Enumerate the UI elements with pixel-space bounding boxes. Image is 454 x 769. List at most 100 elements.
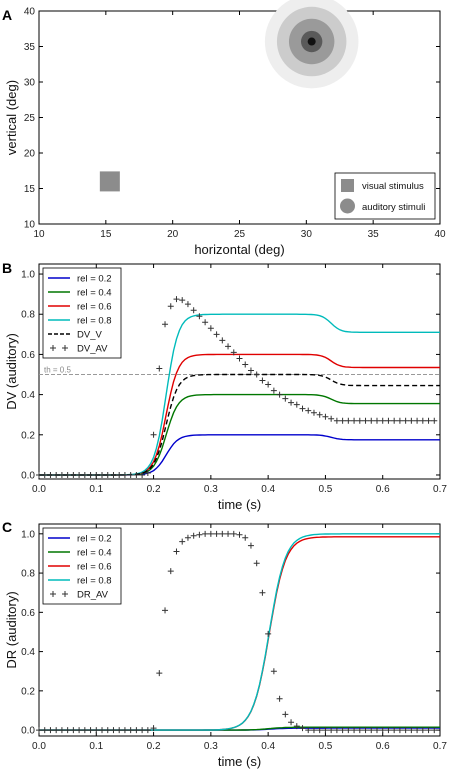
marker-point (190, 307, 197, 314)
marker-point (76, 471, 83, 478)
marker-point (87, 727, 94, 734)
marker-point (76, 727, 83, 734)
panel-b-x-tick-label: 0.3 (204, 484, 218, 495)
marker-point (47, 727, 54, 734)
marker-point (207, 325, 214, 332)
marker-point (265, 630, 272, 637)
marker-point (190, 532, 197, 539)
marker-point (431, 417, 438, 424)
marker-point (150, 725, 157, 732)
legend-marker-icon (50, 591, 56, 597)
marker-point (202, 530, 209, 537)
marker-point (36, 471, 42, 478)
marker-point (356, 727, 363, 734)
marker-point (225, 343, 232, 350)
marker-point (179, 538, 186, 545)
marker-point (282, 395, 289, 402)
legend-marker-icon (62, 345, 68, 351)
marker-point (121, 471, 128, 478)
marker-point (345, 727, 352, 734)
panel-a-y-axis-label: vertical (deg) (4, 80, 19, 155)
panel-b-x-axis-label: time (s) (218, 497, 261, 512)
legend-visual-square-icon (341, 179, 354, 192)
panel-c-x-axis-label: time (s) (218, 754, 261, 769)
panel-a: 10 15 20 25 30 35 40 10 15 20 25 30 35 40 horizontal (… (2, 0, 446, 257)
marker-point (310, 727, 317, 734)
panel-c-panel-letter: C (2, 519, 12, 535)
marker-point (196, 531, 203, 538)
marker-point (81, 471, 88, 478)
marker-point (162, 321, 169, 328)
marker-point (425, 727, 432, 734)
marker-point (41, 727, 48, 734)
panel-a-y-tick-label: 25 (24, 113, 36, 124)
marker-point (391, 417, 398, 424)
panel-b-y-axis-label: DV (auditory) (4, 333, 19, 410)
panel-b-y-tick-label: 0.0 (21, 470, 35, 481)
marker-point (345, 417, 352, 424)
panel-a-y-tick-label: 40 (24, 7, 36, 18)
visual-stimulus-marker (99, 171, 120, 192)
panel-c: 0.0 0.1 0.2 0.3 0.4 0.5 0.6 0.7 0.0 0.2 0.4 0.6 0.8 1… (2, 519, 447, 769)
auditory-stimulus-ring (307, 37, 316, 46)
marker-point (391, 727, 398, 734)
marker-point (99, 727, 106, 734)
marker-point (184, 534, 191, 541)
marker-point (282, 711, 289, 718)
marker-point (385, 727, 392, 734)
panel-a-panel-letter: A (2, 7, 12, 23)
marker-point (104, 471, 111, 478)
marker-point (167, 303, 174, 310)
legend-entry-label: rel = 0.8 (77, 316, 112, 327)
marker-point (184, 301, 191, 308)
panel-b-y-tick-label: 0.6 (21, 350, 35, 361)
marker-point (339, 417, 346, 424)
panel-a-x-tick-label: 20 (167, 229, 179, 240)
panel-a-x-tick-label: 40 (434, 229, 446, 240)
marker-point (276, 695, 283, 702)
legend-entry-label: DV_V (77, 330, 102, 341)
marker-point (144, 727, 151, 734)
panel-a-x-tick-label: 35 (368, 229, 380, 240)
panel-b-panel-letter: B (2, 260, 12, 276)
marker-point (70, 471, 77, 478)
marker-point (110, 471, 117, 478)
marker-point (333, 727, 340, 734)
panel-b-x-tick-label: 0.4 (261, 484, 275, 495)
threshold-label: th = 0.5 (44, 366, 71, 375)
marker-point (328, 415, 335, 422)
panel-c-x-tick-label: 0.5 (318, 741, 332, 752)
marker-point (368, 417, 375, 424)
marker-point (408, 417, 415, 424)
panel-c-x-tick-label: 0.2 (147, 741, 161, 752)
marker-point (127, 727, 134, 734)
marker-point (219, 530, 226, 537)
legend-entry-label: rel = 0.2 (77, 534, 112, 545)
panel-a-x-tick-label: 30 (301, 229, 313, 240)
marker-point (230, 349, 237, 356)
legend-entry-label: rel = 0.6 (77, 302, 112, 313)
marker-point (299, 405, 306, 412)
marker-point (116, 727, 123, 734)
panel-b-x-tick-label: 0.0 (32, 484, 46, 495)
panel-a-y-tick-label: 30 (24, 78, 36, 89)
panel-c-x-tick-label: 0.1 (89, 741, 103, 752)
marker-point (253, 371, 260, 378)
marker-point (213, 530, 220, 537)
marker-point (127, 471, 134, 478)
marker-point (64, 727, 71, 734)
panel-c-x-tick-label: 0.3 (204, 741, 218, 752)
marker-point (53, 471, 60, 478)
marker-point (225, 530, 232, 537)
panel-c-x-tick-label: 0.7 (433, 741, 447, 752)
marker-point (70, 727, 77, 734)
marker-point (373, 727, 380, 734)
panel-a-x-tick-label: 10 (33, 229, 45, 240)
legend-entry-label: rel = 0.4 (77, 288, 112, 299)
marker-point (276, 391, 283, 398)
marker-point (116, 471, 123, 478)
panel-c-y-tick-label: 0.0 (21, 726, 35, 737)
marker-point (133, 727, 140, 734)
marker-point (373, 417, 380, 424)
panel-c-x-tick-label: 0.0 (32, 741, 46, 752)
